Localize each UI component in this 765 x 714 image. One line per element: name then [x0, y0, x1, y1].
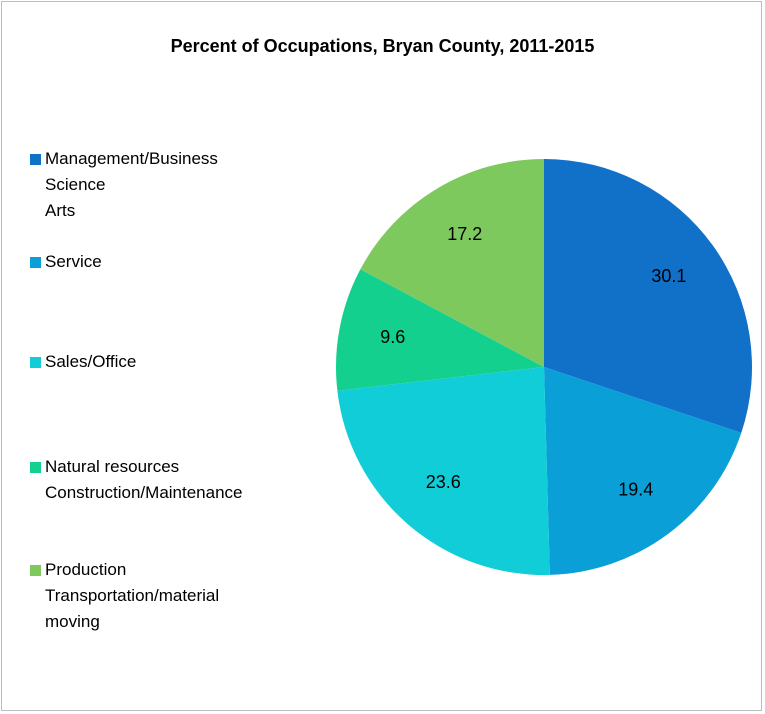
legend-swatch — [30, 154, 41, 165]
pie-slice — [544, 159, 752, 433]
legend-label: Service — [45, 252, 102, 271]
legend-label: Sales/Office — [45, 352, 137, 371]
pie-slice — [336, 269, 544, 391]
legend-item: Natural resources Construction/Maintenan… — [30, 454, 243, 506]
data-label: 17.2 — [447, 224, 482, 244]
legend-swatch — [30, 565, 41, 576]
legend-item: Sales/Office — [30, 349, 136, 375]
data-label: 23.6 — [426, 472, 461, 492]
pie-slice — [544, 367, 742, 575]
legend-label: Natural resources Construction/Maintenan… — [45, 457, 243, 502]
data-label: 9.6 — [380, 327, 405, 347]
data-label: 19.4 — [618, 479, 653, 499]
legend-item: Management/Business Science Arts — [30, 146, 218, 224]
legend-label: Production Transportation/material movin… — [45, 560, 220, 631]
pie-slice — [337, 367, 550, 575]
legend-swatch — [30, 257, 41, 268]
legend-swatch — [30, 462, 41, 473]
legend-item: Service — [30, 249, 102, 275]
legend-swatch — [30, 357, 41, 368]
pie-slice — [360, 159, 544, 367]
chart-title: Percent of Occupations, Bryan County, 20… — [170, 36, 595, 56]
legend-item: Production Transportation/material movin… — [30, 557, 219, 635]
data-label: 30.1 — [651, 266, 686, 286]
legend-label: Management/Business Science Arts — [45, 149, 218, 220]
